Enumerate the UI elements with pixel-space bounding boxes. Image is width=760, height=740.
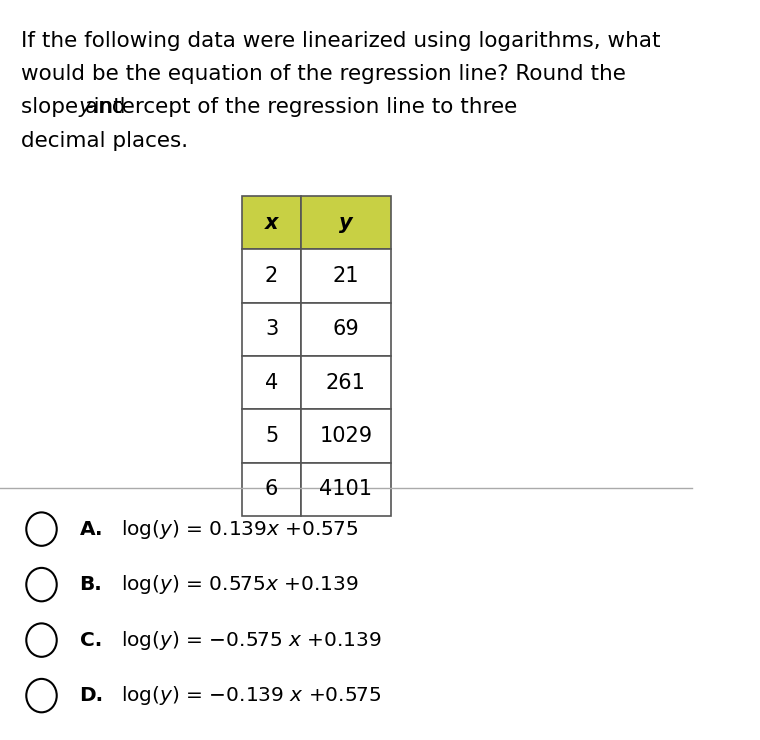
- Text: A.: A.: [80, 519, 103, 539]
- Text: 4101: 4101: [319, 479, 372, 500]
- Text: log($y$) = $-$0.139 $x$ +0.575: log($y$) = $-$0.139 $x$ +0.575: [121, 684, 382, 707]
- Text: 69: 69: [333, 319, 359, 340]
- Text: y: y: [339, 212, 353, 233]
- Bar: [301, 462, 391, 516]
- Text: slope and: slope and: [21, 97, 132, 118]
- Bar: [301, 356, 391, 409]
- Bar: [301, 249, 391, 303]
- Text: C.: C.: [80, 630, 102, 650]
- Text: y: y: [78, 97, 91, 118]
- Text: 4: 4: [265, 372, 278, 393]
- Bar: [301, 196, 391, 249]
- Text: 5: 5: [265, 425, 278, 446]
- Text: 1029: 1029: [319, 425, 372, 446]
- Text: would be the equation of the regression line? Round the: would be the equation of the regression …: [21, 64, 625, 84]
- Text: 6: 6: [264, 479, 278, 500]
- Bar: [301, 303, 391, 356]
- Bar: [242, 196, 301, 249]
- Bar: [242, 356, 301, 409]
- Text: If the following data were linearized using logarithms, what: If the following data were linearized us…: [21, 30, 660, 51]
- Text: log($y$) = $-$0.575 $x$ +0.139: log($y$) = $-$0.575 $x$ +0.139: [121, 628, 382, 652]
- Text: 3: 3: [265, 319, 278, 340]
- Text: D.: D.: [80, 686, 103, 705]
- Text: 2: 2: [265, 266, 278, 286]
- Text: x: x: [264, 212, 278, 233]
- Text: B.: B.: [80, 575, 103, 594]
- Bar: [242, 249, 301, 303]
- Text: decimal places.: decimal places.: [21, 130, 188, 151]
- Text: log($y$) = 0.139$x$ +0.575: log($y$) = 0.139$x$ +0.575: [121, 517, 358, 541]
- Bar: [242, 303, 301, 356]
- Bar: [301, 409, 391, 462]
- Bar: [242, 462, 301, 516]
- Text: 261: 261: [326, 372, 366, 393]
- Text: log($y$) = 0.575$x$ +0.139: log($y$) = 0.575$x$ +0.139: [121, 573, 359, 596]
- Text: -intercept of the regression line to three: -intercept of the regression line to thr…: [87, 97, 518, 118]
- Bar: [242, 409, 301, 462]
- Text: 21: 21: [333, 266, 359, 286]
